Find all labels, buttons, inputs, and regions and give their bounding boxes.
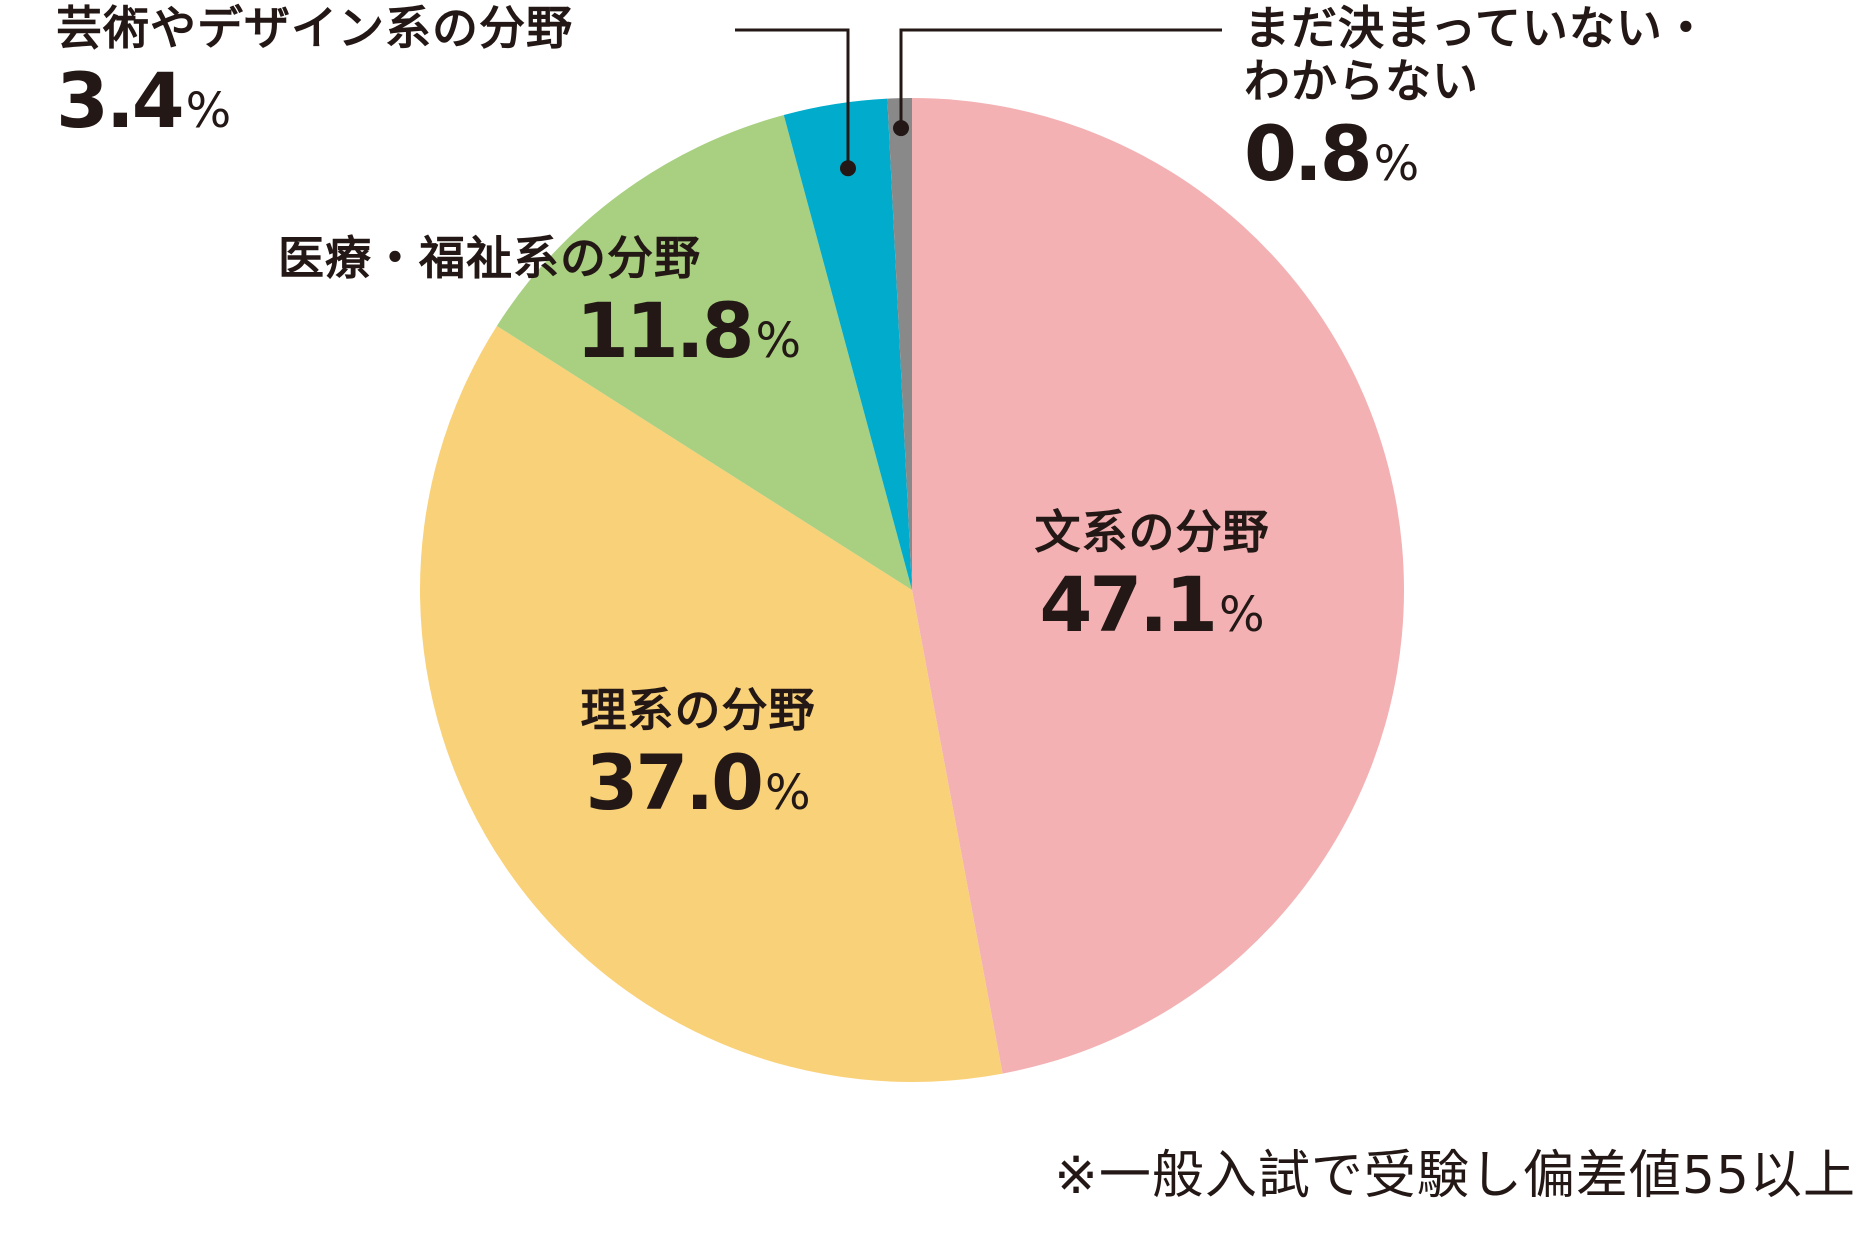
label-undecided: まだ決まっていない・ わからない 0.8% <box>1244 2 1710 197</box>
leader-undecided-dot <box>893 120 909 137</box>
leader-art-design-dot <box>840 160 856 177</box>
slice-value-art-design: 3.4% <box>56 55 232 145</box>
slice-name-undecided-line1: まだ決まっていない・ <box>1244 1 1710 55</box>
label-medical: 医療・福祉系の分野 11.8% <box>278 232 801 374</box>
pie-slices <box>420 98 1404 1082</box>
pie-slice-science <box>420 325 1003 1082</box>
slice-name-medical: 医療・福祉系の分野 <box>278 231 701 285</box>
pie-slice-art-design <box>783 98 912 591</box>
leader-undecided-line <box>899 28 1222 129</box>
pie-slice-undecided <box>887 98 912 590</box>
slice-name-undecided-line2: わからない <box>1244 53 1479 108</box>
slice-value-science: 37.0% <box>585 737 811 827</box>
label-science: 理系の分野 37.0% <box>581 684 816 826</box>
slice-name-art-design: 芸術やデザイン系の分野 <box>56 1 573 55</box>
pie-slice-humanities <box>912 98 1404 1074</box>
slice-value-medical: 11.8% <box>576 285 802 375</box>
footnote: ※一般入試で受験し偏差値55以上 <box>1054 1146 1856 1206</box>
leader-lines <box>735 28 1222 177</box>
slice-value-undecided: 0.8% <box>1244 108 1420 198</box>
slice-name-science: 理系の分野 <box>580 683 816 737</box>
label-humanities: 文系の分野 47.1% <box>1035 506 1270 648</box>
leader-art-design-line <box>735 28 850 169</box>
pie-slice-medical <box>496 115 912 590</box>
label-art-design: 芸術やデザイン系の分野 3.4% <box>56 2 573 144</box>
slice-name-humanities: 文系の分野 <box>1034 505 1270 559</box>
slice-value-humanities: 47.1% <box>1039 559 1265 649</box>
